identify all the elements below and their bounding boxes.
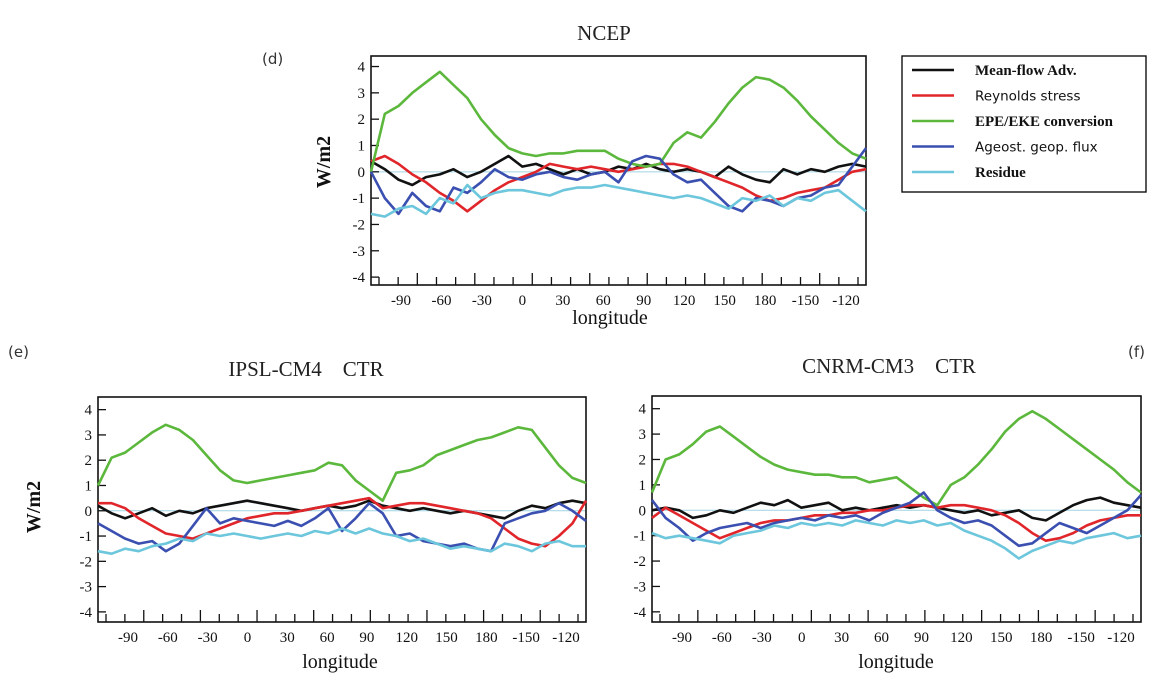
series-line-residue [651,519,1142,560]
x-tick-label: 150 [713,293,736,309]
y-tick-label: 3 [358,86,366,102]
x-tick-label: 0 [798,630,806,646]
x-tick-label: -60 [431,293,451,309]
x-tick-label: 30 [280,630,295,646]
series-line-ageost-geop-flux [97,501,587,553]
series-line-epe-eke-conversion [96,423,587,503]
series-line-epe-eke-conversion [369,70,867,173]
series-line-ageost-geop-flux [650,491,1142,548]
y-tick-label: -2 [80,554,93,570]
series-line-mean-flow-adv [97,499,587,520]
panel-d-ylabel: W/m2 [313,136,335,188]
panel-f: (f) CNRM-CM3 CTR longitude 4 3 2 1 0 -1 -2 -3 -4… [634,343,1146,673]
panel-d-title: NCEP [577,21,631,45]
panel-f-title: CNRM-CM3 CTR [802,354,976,378]
x-tick-label: -90 [118,630,138,646]
x-tick-label: -150 [792,293,820,309]
x-tick-label: -60 [158,630,178,646]
y-tick-label: 1 [85,478,93,494]
x-tick-label: -150 [512,630,540,646]
y-tick-label: 2 [639,452,647,468]
y-tick-label: -3 [634,579,647,595]
x-tick-label: 180 [754,293,777,309]
y-tick-label: 2 [358,112,366,128]
plot-frame [97,396,587,623]
y-tick-label: 3 [85,428,93,444]
series-line-mean-flow-adv [370,154,867,187]
x-tick-label: 150 [435,630,458,646]
x-tick-label: -30 [198,630,218,646]
series-line-reynolds-stress [370,154,867,213]
panel-f-xlabel: longitude [858,651,934,673]
panel-e-xlabel: longitude [302,651,378,673]
y-tick-label: -2 [634,554,647,570]
legend-box [901,55,1147,193]
y-tick-label: -1 [634,529,647,545]
x-tick-label: 90 [636,293,651,309]
x-tick-label: 0 [519,293,527,309]
y-tick-label: -3 [80,580,93,596]
y-tick-label: -4 [353,270,366,286]
series-line-reynolds-stress [98,496,588,548]
panel-d-tag: (d) [262,50,283,68]
legend-label: Reynolds stress [975,89,1080,105]
series-line-mean-flow-adv [651,496,1142,522]
y-tick-label: 4 [639,402,647,418]
y-tick-label: 4 [358,60,366,76]
legend-label: Residue [975,165,1026,181]
y-tick-label: 0 [85,504,93,520]
y-tick-label: 0 [358,165,366,181]
x-tick-label: -120 [832,293,860,309]
x-tick-label: 30 [834,630,849,646]
panel-e-ylabel: W/m2 [23,481,45,533]
x-tick-label: 150 [990,630,1013,646]
x-tick-label: 60 [874,630,889,646]
y-tick-label: 1 [639,478,647,494]
y-tick-label: 2 [85,453,93,469]
panel-e-title: IPSL-CM4 CTR [228,357,383,381]
x-tick-label: -120 [1107,630,1135,646]
x-tick-label: 90 [914,630,929,646]
x-tick-label: 60 [596,293,611,309]
x-tick-label: 30 [555,293,570,309]
y-tick-label: -2 [353,217,366,233]
x-tick-label: 180 [1030,630,1053,646]
y-tick-label: 0 [639,503,647,519]
legend-label: Ageost. geop. flux [975,140,1098,156]
legend-label: EPE/EKE conversion [975,114,1114,130]
x-tick-label: -90 [391,293,411,309]
y-tick-label: 3 [639,427,647,443]
x-tick-label: 90 [359,630,374,646]
series-line-epe-eke-conversion [650,409,1142,507]
x-tick-label: -60 [712,630,732,646]
panel-d: (d) NCEP W/m2 longitude 4 3 2 1 0 -1 -2 -3 -4 -90… [262,21,868,329]
series-line-residue [97,527,586,556]
y-tick-label: -4 [634,605,647,621]
legend-label: Mean-flow Adv. [975,63,1077,79]
panel-e-tag: (e) [8,343,29,361]
x-tick-label: 120 [395,630,418,646]
x-tick-label: 120 [950,630,973,646]
x-tick-label: -90 [672,630,692,646]
y-tick-label: -1 [80,529,93,545]
y-tick-label: -3 [353,244,366,260]
panel-d-xlabel: longitude [572,307,648,329]
y-tick-label: 4 [85,403,93,419]
panel-f-tag: (f) [1128,343,1145,361]
panel-e: (e) IPSL-CM4 CTR W/m2 longitude 4 3 2 1 0 -1 -… [8,343,588,673]
y-tick-label: -1 [353,191,366,207]
x-tick-label: -30 [752,630,772,646]
x-tick-label: 180 [475,630,498,646]
y-tick-label: 1 [358,138,366,154]
series-line-residue [370,183,867,218]
x-tick-label: 0 [244,630,252,646]
x-tick-label: 120 [673,293,696,309]
x-tick-label: 60 [320,630,335,646]
legend: Mean-flow Adv. Reynolds stress EPE/EKE con… [901,55,1147,193]
x-tick-label: -30 [472,293,492,309]
y-tick-label: -4 [80,605,93,621]
x-tick-label: -120 [552,630,580,646]
x-tick-label: -150 [1067,630,1095,646]
